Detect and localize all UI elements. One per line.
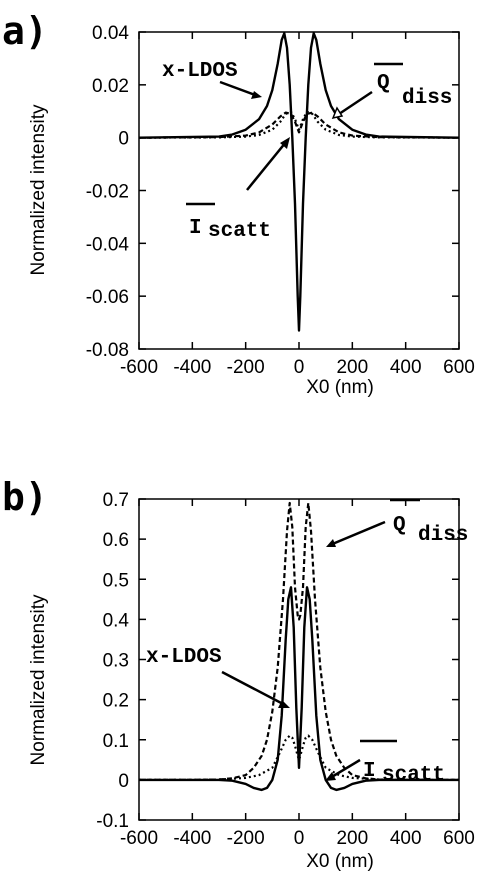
panel-label-a: a) <box>2 9 48 53</box>
x-tick-label: -600 <box>120 357 158 378</box>
x-tick-label: 200 <box>336 357 368 378</box>
series-line-x-ldos <box>138 32 460 332</box>
x-tick-label: -200 <box>227 828 265 849</box>
x-tick-label: 600 <box>443 357 475 378</box>
arrow-qdiss-b <box>329 520 386 547</box>
x-tick-label: -200 <box>227 357 265 378</box>
annotation-ldos-b: x-LDOS <box>146 646 222 669</box>
annotation-qdiss-sub-b: diss <box>418 524 468 547</box>
y-tick-label: 0.1 <box>103 731 129 752</box>
y-axis-title-a: Normalized intensity <box>28 104 49 276</box>
panel-a: a) Normalized intensity X0 (nm) -600 -400… <box>2 9 475 398</box>
plot-lines-b <box>139 501 459 792</box>
panel-b: b) Normalized intensity X0 (nm) -600 -400… <box>2 475 475 872</box>
annotation-iscatt-main-b: I <box>363 760 376 783</box>
axes-a: -600 -400 -200 0 200 400 600 -0.08 -0.06 -0.04 -0.… <box>86 23 475 378</box>
y-tick-label: 0.2 <box>103 691 129 712</box>
annotation-ldos-a: x-LDOS <box>162 60 238 83</box>
y-axis-title-b: Normalized intensity <box>28 594 49 766</box>
annotation-qdiss-main-b: Q <box>393 514 406 537</box>
arrow-iscatt-a <box>246 141 287 191</box>
x-tick-label: -400 <box>173 357 211 378</box>
panel-label-b: b) <box>2 475 48 519</box>
x-tick-label: 200 <box>336 828 368 849</box>
y-tick-label: 0 <box>118 129 129 150</box>
axes-b: -600 -400 -200 0 200 400 600 -0.1 0 0.1 0.2 0.3 0.4 0… <box>96 490 475 849</box>
y-tick-label: 0.6 <box>103 530 129 551</box>
y-tick-label: -0.06 <box>86 287 129 308</box>
y-tick-label: -0.08 <box>86 340 129 361</box>
annotation-qdiss-main-a: Q <box>377 72 390 95</box>
arrowhead-qdiss-b <box>326 539 336 547</box>
arrowhead-iscatt-a <box>280 137 290 149</box>
y-tick-label: -0.04 <box>86 234 130 255</box>
series-line-i-scatt <box>139 734 459 781</box>
x-tick-label: 0 <box>294 828 305 849</box>
arrowhead-ldos-b <box>278 700 290 708</box>
y-tick-label: 0.02 <box>92 76 129 97</box>
arrow-qdiss-a <box>335 90 373 118</box>
x-tick-label: 400 <box>390 828 422 849</box>
y-tick-label: 0.3 <box>103 651 129 672</box>
series-line-q-diss <box>138 111 460 139</box>
plot-lines-a <box>138 32 460 332</box>
y-tick-label: 0.5 <box>103 570 129 591</box>
x-tick-label: -400 <box>173 828 211 849</box>
annotation-iscatt-main-a: I <box>189 217 202 240</box>
x-tick-label: 600 <box>443 828 475 849</box>
x-axis-title-a: X0 (nm) <box>306 377 374 398</box>
x-tick-label: -600 <box>120 828 158 849</box>
arrowhead-ldos-a <box>251 91 262 99</box>
arrowhead-iscatt-b <box>325 772 336 781</box>
y-tick-label: 0 <box>118 771 129 792</box>
arrow-ldos-a <box>219 80 259 98</box>
y-tick-label: 0.04 <box>92 23 129 44</box>
x-axis-title-b: X0 (nm) <box>306 851 374 872</box>
series-line-i-scatt <box>138 110 460 139</box>
y-tick-label: -0.1 <box>96 811 129 832</box>
arrowhead-qdiss-a <box>331 106 344 120</box>
series-line-q-diss <box>139 501 459 781</box>
y-tick-label: -0.02 <box>86 182 129 203</box>
arrow-iscatt-b <box>329 758 361 780</box>
annotation-qdiss-sub-a: diss <box>402 87 452 110</box>
annotation-iscatt-sub-b: scatt <box>382 764 445 787</box>
annotation-iscatt-sub-a: scatt <box>208 220 271 243</box>
arrow-ldos-b <box>221 670 286 707</box>
y-tick-label: 0.7 <box>103 490 129 511</box>
x-tick-label: 0 <box>294 357 305 378</box>
x-tick-label: 400 <box>390 357 422 378</box>
y-tick-label: 0.4 <box>103 610 130 631</box>
series-line-x-ldos <box>139 586 459 792</box>
